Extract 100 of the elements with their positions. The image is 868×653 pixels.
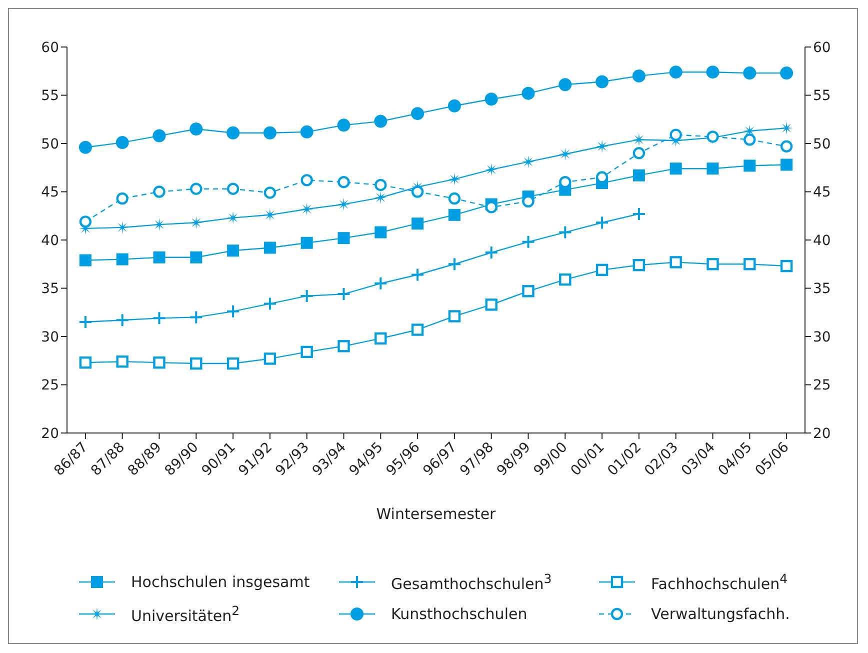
point — [522, 86, 535, 100]
point — [153, 186, 166, 198]
y-tick-label: 40 — [41, 232, 59, 249]
point — [374, 191, 388, 204]
point — [300, 236, 313, 249]
point — [780, 122, 794, 135]
point — [190, 251, 202, 264]
point — [780, 260, 793, 272]
point — [632, 69, 646, 82]
point — [152, 311, 166, 326]
legend-label: Verwaltungsfachh. — [651, 605, 790, 623]
point — [558, 78, 572, 92]
point — [410, 268, 425, 282]
point — [337, 198, 350, 211]
point — [411, 107, 424, 120]
point — [116, 253, 128, 266]
legend-label: Gesamthochschulen$^{3}$ — [391, 571, 552, 593]
point — [484, 246, 498, 260]
y-tick-label: 60 — [41, 40, 59, 56]
point — [190, 216, 203, 230]
point — [670, 128, 682, 141]
point — [337, 118, 350, 132]
point — [152, 129, 166, 142]
y2-tick-label: 40 — [813, 232, 831, 249]
point — [264, 352, 276, 365]
point — [448, 310, 461, 322]
y-tick-label: 45 — [41, 184, 59, 201]
point — [79, 356, 92, 369]
point — [226, 304, 240, 318]
point — [596, 264, 608, 276]
point — [706, 162, 719, 175]
point — [264, 186, 276, 199]
y2-tick-label: 25 — [813, 378, 831, 394]
point — [632, 133, 646, 146]
y2-tick-label: 35 — [813, 281, 831, 298]
point — [780, 140, 793, 152]
point — [78, 140, 92, 154]
legend-label: Universitäten$^{2}$ — [131, 603, 240, 625]
point — [374, 332, 387, 345]
point — [153, 356, 166, 369]
point — [706, 258, 719, 270]
point — [670, 162, 682, 175]
point — [558, 225, 572, 240]
point — [226, 182, 240, 195]
point — [411, 324, 424, 336]
point — [780, 66, 794, 80]
point — [632, 258, 646, 272]
point — [596, 75, 609, 88]
point — [338, 340, 350, 352]
point — [744, 134, 756, 146]
point — [190, 357, 202, 370]
point — [558, 148, 572, 161]
point — [116, 136, 129, 150]
point — [79, 254, 92, 266]
point — [115, 313, 130, 328]
point — [522, 285, 534, 298]
point — [744, 258, 756, 270]
point — [484, 92, 498, 106]
point — [264, 242, 276, 254]
y-tick-label: 35 — [41, 281, 59, 298]
point — [300, 202, 314, 216]
point — [670, 256, 682, 268]
y2-tick-label: 55 — [813, 88, 831, 104]
point — [226, 357, 240, 370]
y-tick-label: 20 — [41, 426, 59, 442]
point — [263, 208, 276, 222]
legend-label: Fachhochschulen$^{4}$ — [651, 571, 788, 593]
point — [485, 298, 498, 311]
point — [374, 276, 388, 290]
y2-tick-label: 30 — [813, 329, 831, 346]
point — [706, 66, 720, 79]
point — [744, 160, 756, 172]
legend-label: Hochschulen insgesamt — [131, 573, 310, 591]
point — [447, 257, 462, 272]
point — [669, 66, 682, 79]
point — [448, 208, 460, 221]
point — [338, 232, 350, 244]
point — [596, 140, 609, 153]
point — [336, 287, 351, 302]
point — [226, 211, 240, 224]
point — [262, 296, 277, 311]
point — [190, 182, 202, 195]
point — [189, 310, 204, 324]
x-axis-title: Wintersemester — [376, 505, 497, 523]
y-tick-label: 55 — [41, 88, 59, 104]
point — [743, 124, 756, 138]
point — [300, 346, 313, 358]
legend-label: Kunsthochschulen — [391, 605, 528, 623]
point — [743, 66, 756, 80]
point — [153, 251, 166, 264]
point — [632, 169, 645, 182]
point — [152, 218, 166, 232]
point — [226, 126, 240, 140]
y2-tick-label: 50 — [813, 136, 831, 152]
point — [374, 114, 388, 128]
point — [300, 288, 314, 303]
point — [595, 216, 610, 230]
point — [300, 125, 314, 138]
point — [116, 220, 129, 234]
y-tick-label: 50 — [41, 136, 59, 152]
